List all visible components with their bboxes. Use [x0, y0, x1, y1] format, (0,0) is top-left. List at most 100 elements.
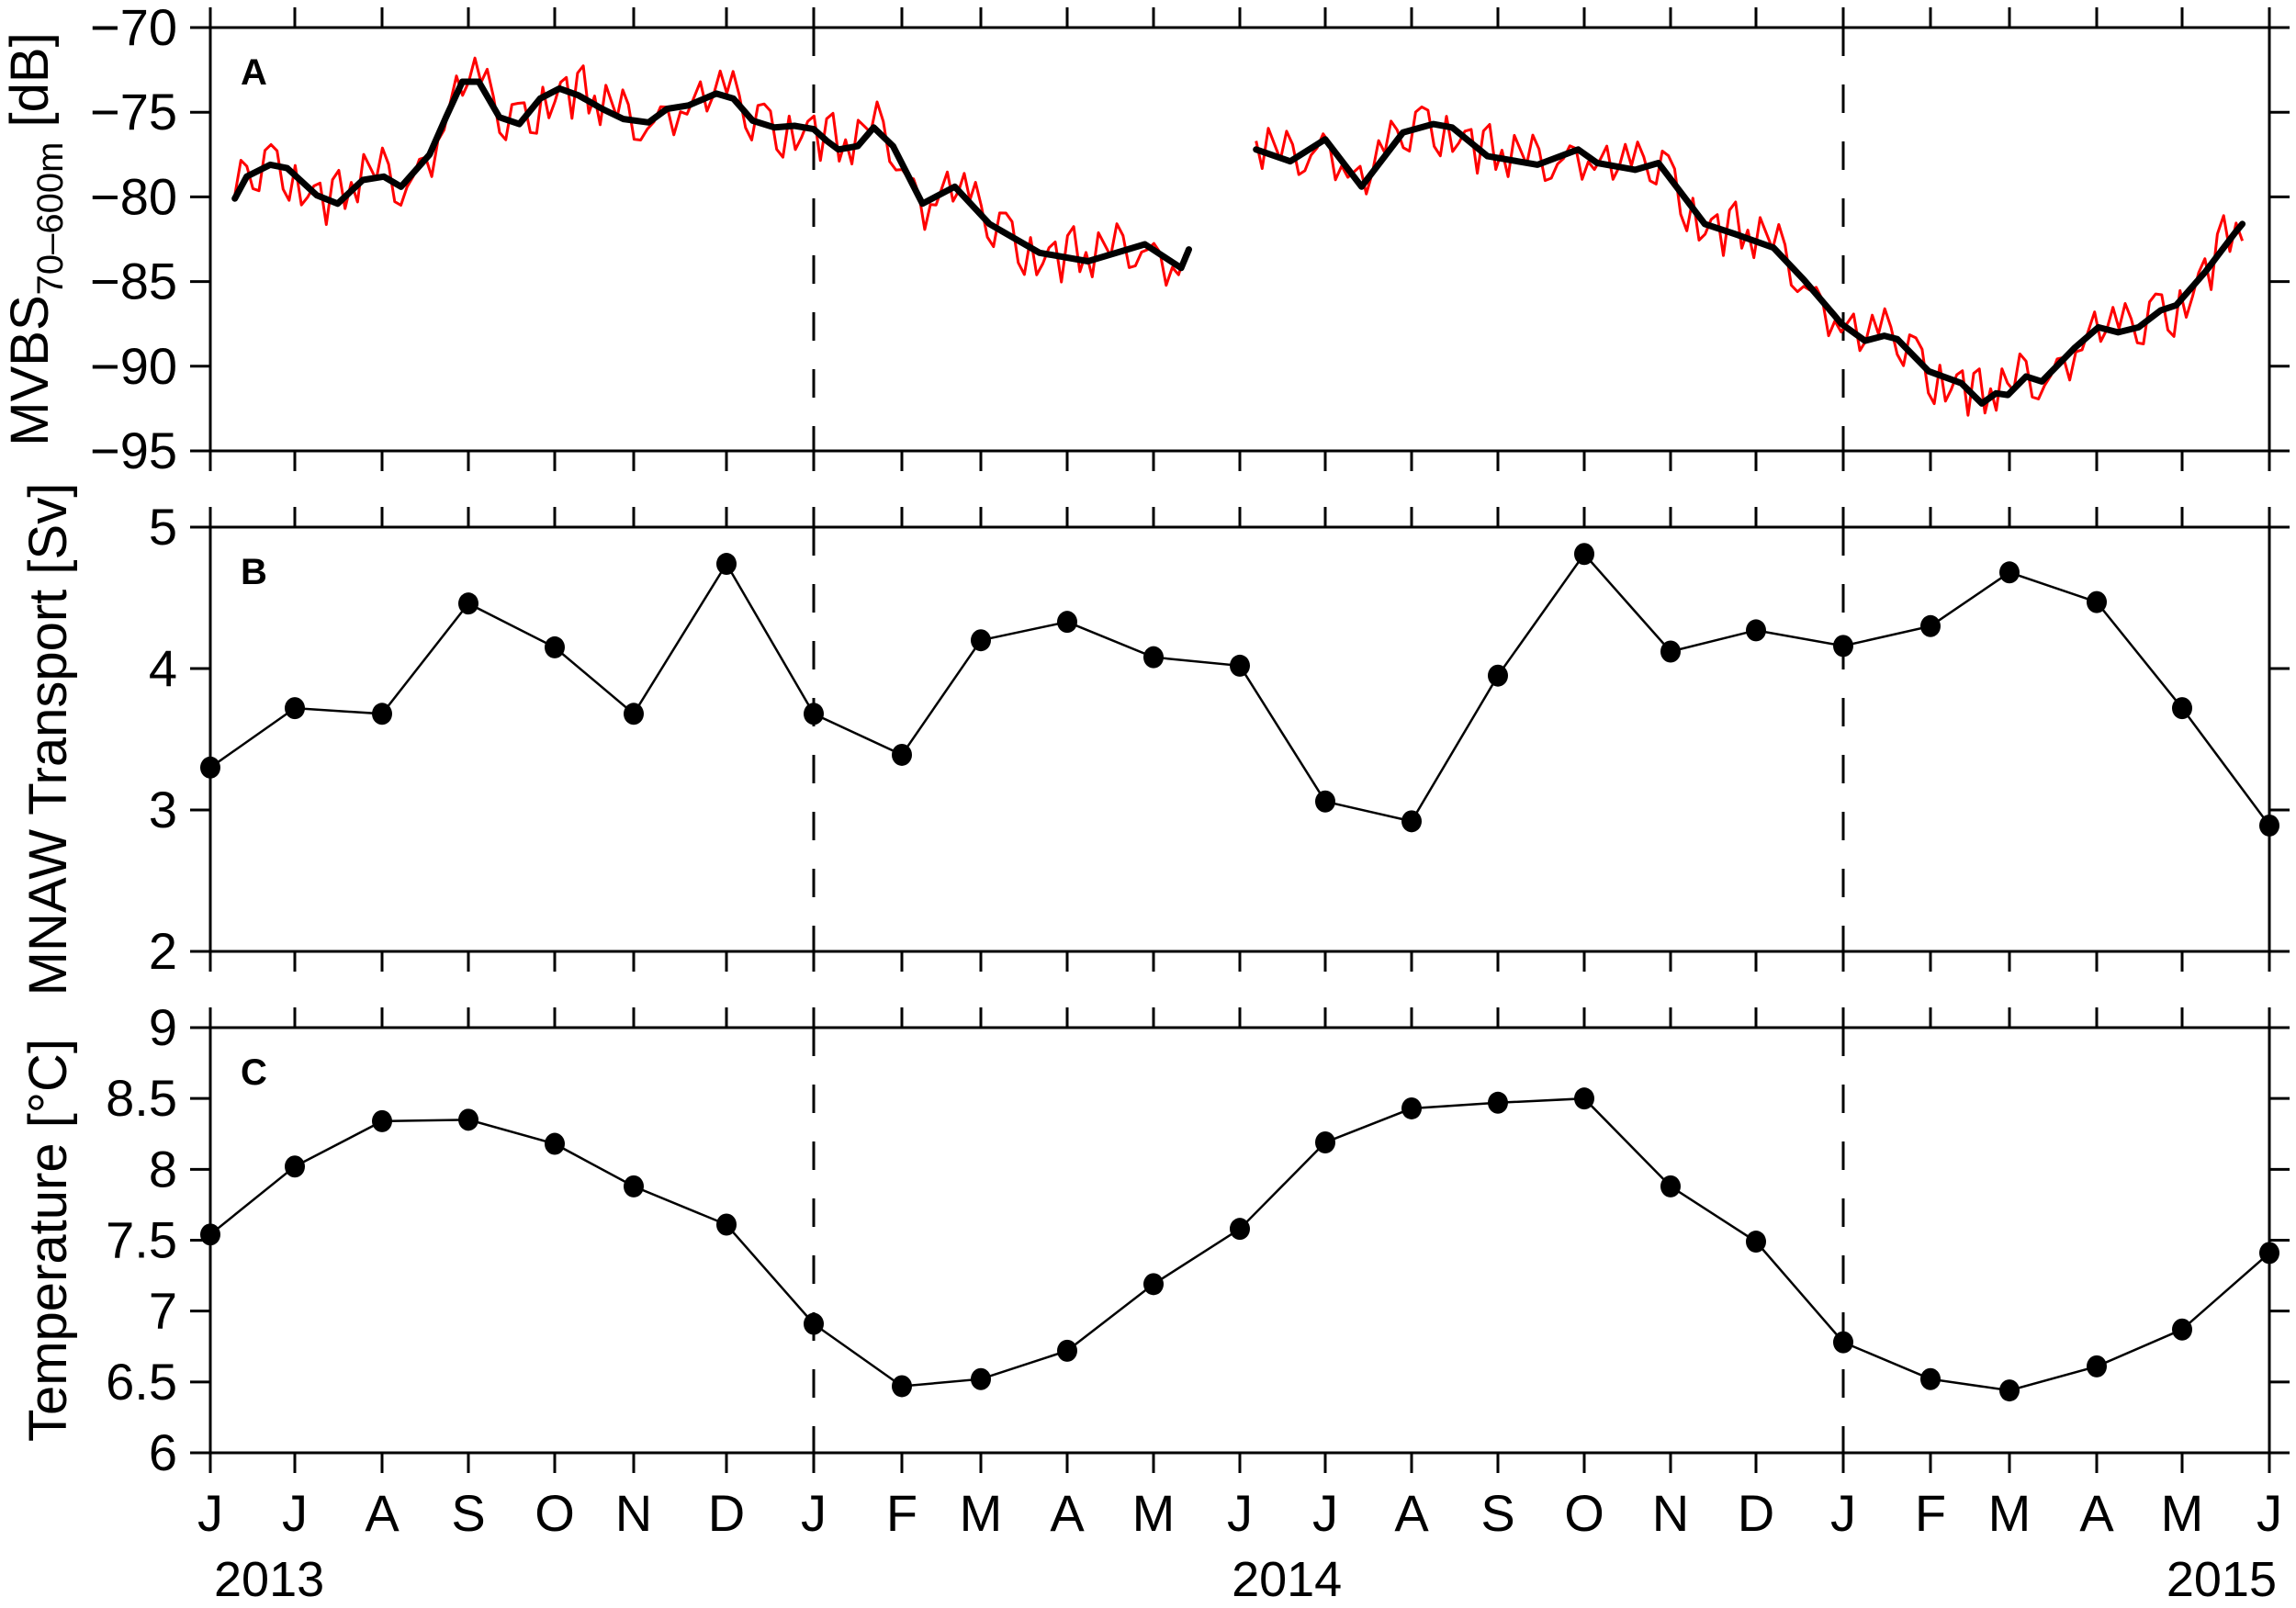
data-point-marker: [1660, 640, 1681, 663]
x-tick-label-month: F: [886, 1484, 917, 1542]
data-point-marker: [1057, 1339, 1077, 1362]
series-line: [209, 552, 2271, 826]
x-tick-label-month: A: [2079, 1484, 2114, 1542]
data-point-marker: [1230, 654, 1250, 677]
data-point-marker: [1401, 1096, 1422, 1119]
y-tick-label: 8.5: [106, 1069, 177, 1127]
data-point-marker: [200, 1223, 220, 1246]
y-tick-label: 9: [149, 998, 177, 1056]
y-tick-label: 8: [149, 1140, 177, 1198]
data-point-marker: [1143, 646, 1164, 669]
data-point-marker: [1999, 561, 2020, 584]
y-tick-label: 4: [149, 639, 177, 697]
data-point-marker: [200, 756, 220, 779]
x-tick-label-month: J: [1312, 1484, 1338, 1542]
x-tick-label-month: J: [1830, 1484, 1856, 1542]
y-tick-label: 5: [149, 498, 177, 556]
y-tick-label: −75: [90, 83, 177, 141]
data-point-marker: [1833, 635, 1853, 658]
data-point-marker: [1574, 1087, 1594, 1110]
data-point-marker: [1057, 611, 1077, 634]
x-tick-label-month: A: [1394, 1484, 1429, 1542]
data-point-marker: [2087, 1355, 2107, 1377]
plot-frame: [208, 1026, 2271, 1455]
data-point-marker: [1920, 1367, 1941, 1390]
data-point-marker: [285, 1155, 305, 1178]
x-year-label: 2013: [214, 1552, 324, 1603]
data-point-marker: [971, 1367, 991, 1390]
x-tick-label-month: N: [615, 1484, 652, 1542]
y-tick-label: −70: [90, 0, 177, 56]
data-point-marker: [624, 1175, 644, 1198]
panel-a-mvbs: −70 −75 −80 −85 −90 −95 A MVBS70–600m [dB]: [0, 0, 2290, 479]
x-tick-label-month: J: [197, 1484, 223, 1542]
x-tick-label-month: M: [2161, 1484, 2204, 1542]
data-point-marker: [1999, 1379, 2020, 1402]
x-tick-label-month: J: [282, 1484, 308, 1542]
data-point-marker: [545, 1132, 565, 1155]
panel-letter: A: [241, 52, 267, 93]
x-tick-label-month: A: [365, 1484, 400, 1542]
x-tick-label-month: O: [1564, 1484, 1604, 1542]
x-tick-label-month: J: [2257, 1484, 2282, 1542]
y-tick-label: 6: [149, 1423, 177, 1481]
data-point-marker: [2172, 1318, 2192, 1341]
y-axis-title: Temperature [°C]: [18, 1039, 78, 1442]
y-tick-label: 3: [149, 781, 177, 838]
x-tick-label-month: F: [1915, 1484, 1946, 1542]
x-tick-label-month: J: [1227, 1484, 1253, 1542]
plot-frame: [208, 525, 2271, 953]
y-axis-title: MVBS70–600m [dB]: [0, 32, 71, 445]
data-point-marker: [2172, 697, 2192, 720]
y-tick-label: −90: [90, 337, 177, 395]
data-point-marker: [1401, 810, 1422, 833]
data-point-marker: [971, 629, 991, 652]
panel-letter: C: [241, 1052, 267, 1093]
x-tick-label-month: S: [1480, 1484, 1514, 1542]
x-tick-label-month: M: [1132, 1484, 1176, 1542]
data-point-marker: [716, 1213, 737, 1236]
data-point-marker: [285, 697, 305, 720]
data-point-marker: [372, 1109, 392, 1132]
data-point-marker: [1660, 1175, 1681, 1198]
x-tick-label-month: M: [1988, 1484, 2032, 1542]
y-tick-label: 7.5: [106, 1211, 177, 1269]
x-tick-label-month: S: [451, 1484, 485, 1542]
data-point-marker: [545, 635, 565, 658]
data-point-marker: [2259, 1242, 2279, 1265]
mvbs-smoothed-line: [231, 78, 1192, 272]
data-point-marker: [1230, 1218, 1250, 1241]
x-tick-label-month: N: [1652, 1484, 1689, 1542]
data-point-marker: [2087, 590, 2107, 613]
data-point-marker: [1833, 1331, 1853, 1354]
data-point-marker: [2259, 814, 2279, 837]
x-tick-label-month: D: [708, 1484, 745, 1542]
data-point-marker: [892, 743, 912, 766]
mvbs-smoothed-line: [1253, 120, 2246, 407]
panel-letter: B: [241, 552, 267, 592]
data-point-marker: [1746, 1231, 1766, 1254]
data-point-marker: [804, 703, 824, 725]
mvbs-raw-line: [1255, 105, 2245, 417]
y-axis-title: MNAW Transport [Sv]: [18, 483, 78, 996]
data-point-marker: [1920, 614, 1941, 637]
plot-frame: [208, 26, 2271, 453]
data-point-marker: [1488, 664, 1508, 687]
y-tick-label: 7: [149, 1282, 177, 1340]
x-tick-label-month: M: [960, 1484, 1003, 1542]
data-point-marker: [372, 703, 392, 725]
data-point-marker: [1315, 790, 1335, 813]
y-tick-label: 6.5: [106, 1353, 177, 1411]
series-line: [209, 1096, 2270, 1392]
data-point-marker: [458, 1108, 478, 1131]
x-year-label: 2015: [2167, 1552, 2277, 1603]
data-point-marker: [1488, 1091, 1508, 1114]
y-tick-label: −95: [90, 422, 177, 479]
x-tick-label-month: D: [1738, 1484, 1774, 1542]
data-point-marker: [624, 703, 644, 725]
y-tick-label: −85: [90, 253, 177, 310]
data-point-marker: [892, 1375, 912, 1398]
